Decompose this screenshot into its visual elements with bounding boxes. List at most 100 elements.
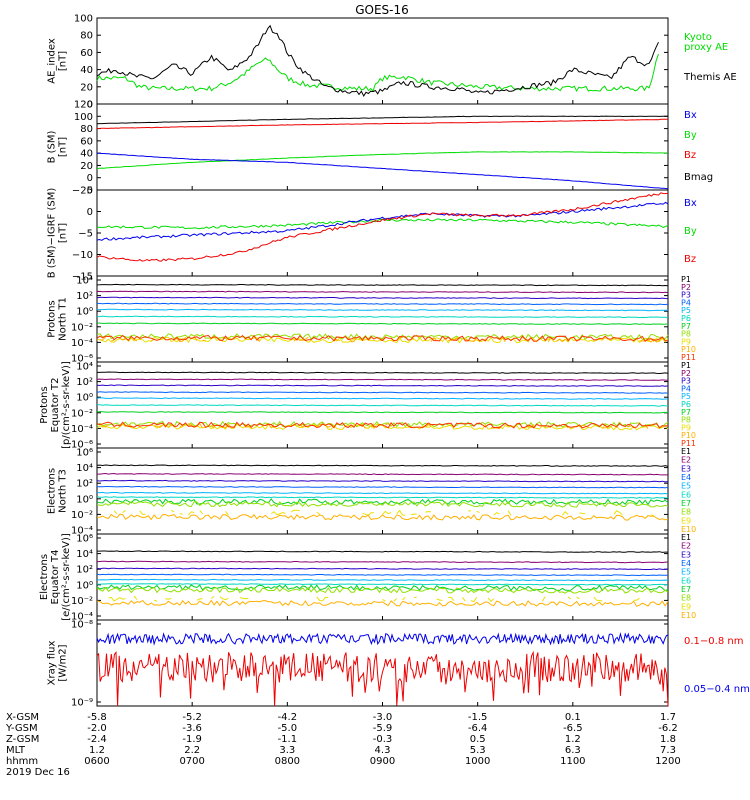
channel-line-p10 (119, 337, 126, 341)
footer-value: 0700 (179, 756, 204, 767)
y-tick-label: 10⁴ (76, 362, 93, 373)
channel-line-p3 (96, 296, 669, 300)
legend-e4: E4 (681, 559, 691, 568)
legend-by: By (684, 226, 697, 237)
channel-line-p10 (525, 424, 535, 429)
legend-e6: E6 (681, 576, 691, 585)
channel-line-e9 (448, 596, 455, 602)
legend-e7: E7 (681, 499, 691, 508)
channel-line-e9 (593, 596, 603, 602)
channel-line-p10 (102, 423, 109, 428)
channel-line-e6 (96, 583, 669, 586)
xray-line-long (96, 650, 669, 707)
legend-e9: E9 (681, 602, 691, 611)
channel-line-e9 (210, 596, 215, 599)
legend-e2: E2 (681, 542, 691, 551)
xray-line-short (96, 632, 669, 646)
channel-line-e9 (239, 597, 249, 600)
legend-p2: P2 (681, 369, 691, 378)
legend-e2: E2 (681, 456, 691, 465)
y-tick-label: −15 (72, 272, 93, 283)
y-axis-label: [nT] (58, 137, 69, 157)
channel-line-e9 (133, 595, 138, 600)
footer-value: -4.2 (278, 712, 298, 723)
channel-line-e9 (487, 597, 495, 603)
legend-p10: P10 (681, 345, 696, 354)
footer-value: 5.3 (470, 745, 486, 756)
channel-line-e9 (541, 596, 546, 602)
y-tick-label: 10² (76, 565, 93, 576)
y-tick-label: 10² (76, 479, 93, 490)
channel-line-e4 (96, 485, 669, 489)
legend-e8: E8 (681, 508, 691, 517)
channel-line-e9 (139, 510, 146, 516)
y-axis-label: AE_index (47, 38, 58, 84)
y-axis-label: B (SM)−IGRF (SM) (47, 188, 58, 279)
y-tick-label: 10⁶ (76, 448, 93, 459)
footer-value: 1.2 (565, 734, 581, 745)
legend-e6: E6 (681, 490, 691, 499)
footer-value: 1.7 (660, 712, 676, 723)
footer-row-label: Y-GSM (5, 723, 38, 734)
panel-p2: 10⁴ 10² 10⁰ 10⁻² 10⁻⁴ 10⁻⁶ Protons Equator T2 [p… (39, 361, 696, 451)
y-tick-label: 10⁴ (76, 463, 93, 474)
footer-value: 0600 (84, 756, 109, 767)
legend-bz: Bz (684, 254, 696, 265)
channel-line-e5 (96, 578, 669, 582)
channel-line-p10 (430, 336, 438, 342)
legend-e7: E7 (681, 585, 691, 594)
panel-bigrf: −15 −10 −5 0 5 B (SM)−IGRF (SM) [nT] Bx By Bz (47, 186, 697, 283)
footer-value: 1.8 (660, 734, 676, 745)
channel-line-p10 (582, 424, 589, 428)
legend-p3: P3 (681, 291, 691, 300)
channel-line-e9 (436, 598, 443, 601)
series-line-bmag (96, 115, 668, 125)
legend-e1: E1 (681, 447, 691, 456)
legend-p4: P4 (681, 384, 691, 393)
channel-line-e2 (97, 472, 668, 476)
channel-line-e9 (382, 598, 386, 602)
footer-row-label: MLT (6, 745, 26, 756)
series-line-bx (97, 152, 669, 190)
channel-line-e9 (196, 598, 203, 601)
panel-frame (96, 447, 669, 535)
footer-value: 2.2 (184, 745, 200, 756)
y-axis-label: Equator T4 (50, 550, 61, 605)
legend-e5: E5 (681, 482, 691, 491)
channel-line-p10 (556, 338, 566, 343)
y-axis-label: Xray flux (47, 641, 58, 686)
y-tick-label: 80 (80, 124, 93, 135)
y-axis-label: Protons (39, 386, 50, 423)
channel-line-e9 (393, 598, 398, 602)
y-axis-label: North T3 (58, 469, 69, 513)
legend-bmag: Bmag (684, 172, 713, 183)
series-line-kyoto-proxy-ae (96, 53, 659, 93)
channel-line-e9 (270, 511, 286, 516)
footer-row-label: X-GSM (6, 712, 39, 723)
footer-value: -2.0 (87, 723, 107, 734)
footer-value: -0.3 (373, 734, 393, 745)
channel-line-p6 (96, 315, 669, 319)
channel-line-e10 (97, 513, 669, 521)
channel-line-e9 (188, 511, 195, 516)
y-tick-label: 10⁻² (71, 510, 93, 521)
channel-line-p10 (424, 424, 432, 428)
y-tick-label: 10⁴ (76, 549, 93, 560)
channel-line-e2 (96, 560, 668, 564)
channel-line-p10 (133, 338, 138, 342)
channel-line-e9 (470, 597, 478, 603)
legend-e10: E10 (681, 525, 696, 534)
series-line-bz (96, 192, 669, 262)
channel-line-e9 (219, 596, 229, 601)
y-tick-label: −10 (72, 250, 93, 261)
panel-frame (96, 275, 669, 363)
y-tick-label: 10⁻⁶ (71, 440, 93, 451)
footer-row-label: hhmm (6, 756, 38, 767)
legend-e9: E9 (681, 516, 691, 525)
legend-0-05-0-4-nm: 0.05−0.4 nm (684, 684, 750, 695)
channel-line-e9 (225, 511, 229, 516)
legend-e3: E3 (681, 464, 691, 473)
channel-line-e9 (122, 509, 126, 513)
footer-value: -5.8 (87, 712, 107, 723)
chart-title: GOES-16 (355, 3, 409, 17)
